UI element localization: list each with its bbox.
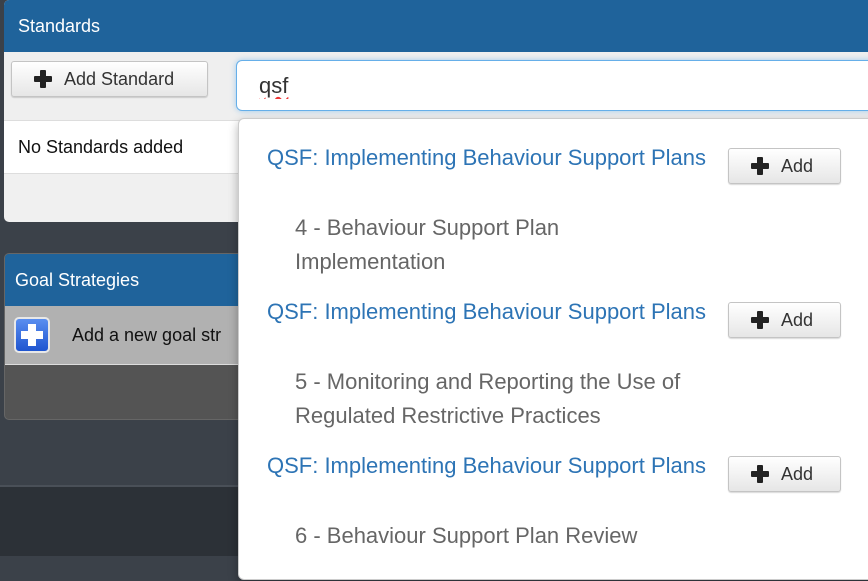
result-title[interactable]: QSF: Implementing Behaviour Support Plan… [267,145,707,170]
add-goal-strategy-label: Add a new goal str [72,324,222,345]
add-result-button[interactable]: Add [728,456,841,492]
search-results-dropdown: QSF: Implementing Behaviour Support Plan… [238,118,868,580]
add-result-button[interactable]: Add [728,302,841,338]
result-subtitle: 6 - Behaviour Support Plan Review [295,523,638,548]
add-result-button[interactable]: Add [728,148,841,184]
result-subtitle: 4 - Behaviour Support Plan Implementatio… [295,215,560,274]
plus-icon [751,465,769,483]
result-title[interactable]: QSF: Implementing Behaviour Support Plan… [267,453,707,478]
plus-square-icon[interactable] [14,317,50,353]
add-label: Add [781,309,814,330]
standards-header: Standards [4,0,868,52]
result-subtitle: 5 - Monitoring and Reporting the Use of … [295,369,681,428]
result-item[interactable]: QSF: Implementing Behaviour Support Plan… [239,427,868,581]
add-standard-button[interactable]: Add Standard [11,61,208,97]
plus-icon [34,70,52,88]
standard-search-input[interactable] [236,60,868,111]
plus-icon [751,311,769,329]
result-title[interactable]: QSF: Implementing Behaviour Support Plan… [267,299,707,324]
add-label: Add [781,155,814,176]
result-item[interactable]: QSF: Implementing Behaviour Support Plan… [239,119,868,274]
plus-icon [751,157,769,175]
add-standard-label: Add Standard [64,68,175,89]
add-label: Add [781,463,814,484]
result-item[interactable]: QSF: Implementing Behaviour Support Plan… [239,273,868,428]
